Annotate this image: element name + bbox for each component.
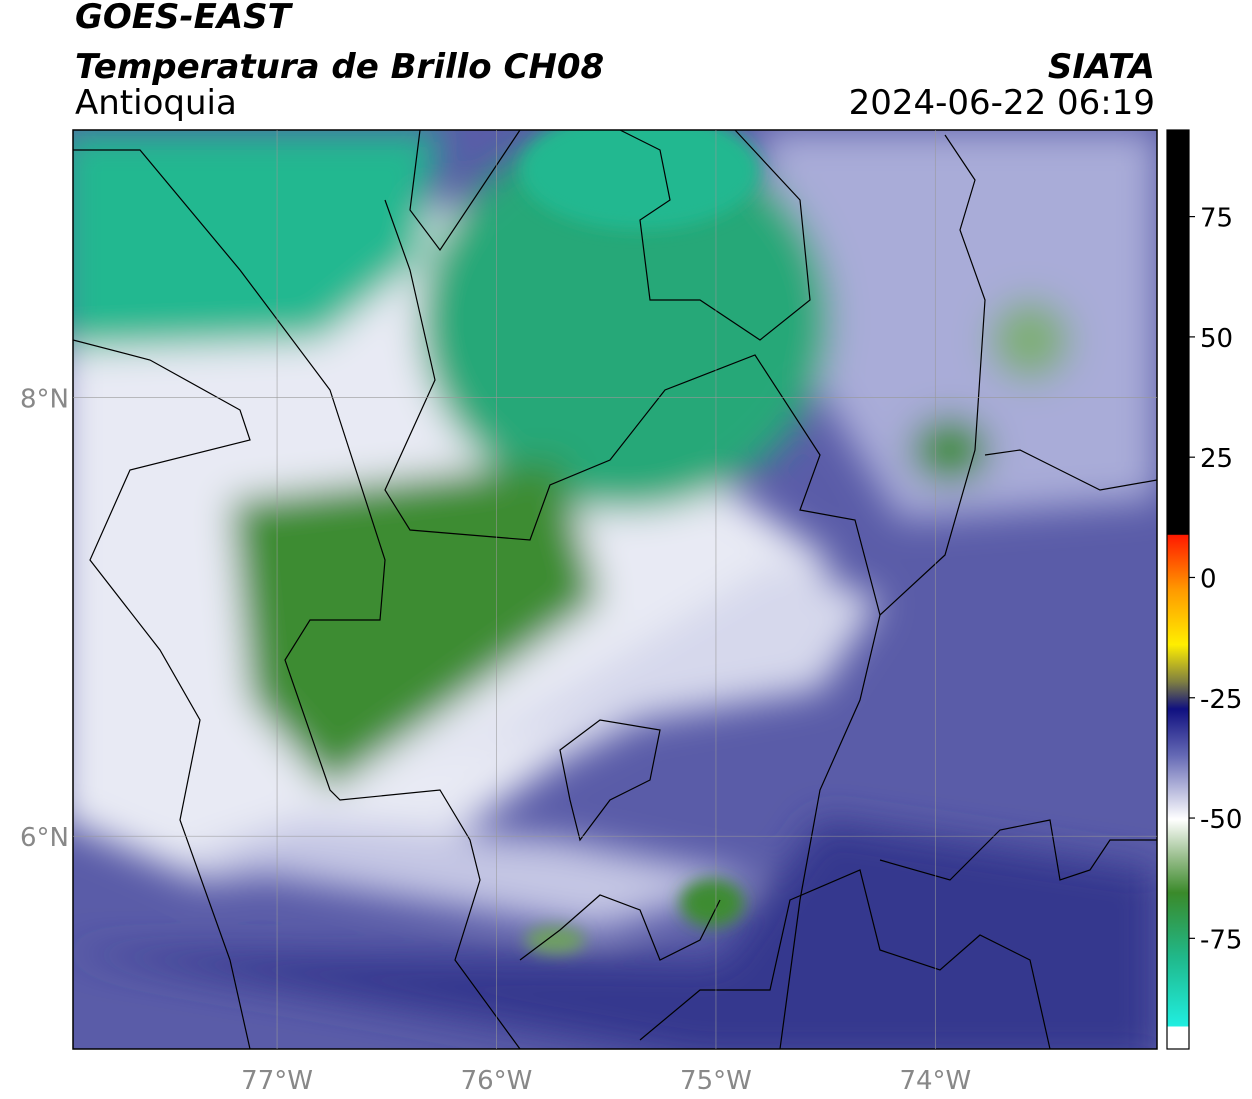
- satellite-image: [73, 130, 1157, 1049]
- x-tick-label: 75°W: [680, 1066, 752, 1096]
- colorbar-tick-label: 75: [1200, 204, 1233, 234]
- source: SIATA: [1048, 47, 1155, 87]
- colorbar: [1166, 129, 1190, 1050]
- timestamp: 2024-06-22 06:19: [849, 83, 1155, 123]
- colorbar-tick-label: 50: [1200, 324, 1233, 354]
- y-tick-label: 6°N: [20, 823, 69, 853]
- subtitle: Temperatura de Brillo CH08: [75, 47, 604, 87]
- boundaries: [73, 130, 1157, 1049]
- x-tick-label: 76°W: [461, 1066, 533, 1096]
- region: Antioquia: [75, 83, 237, 123]
- colorbar-tick-label: -25: [1200, 685, 1242, 715]
- colorbar-tick-label: 25: [1200, 444, 1233, 474]
- map-frame: [72, 129, 1158, 1050]
- colorbar-tick-label: 0: [1200, 564, 1217, 594]
- x-tick-label: 77°W: [241, 1066, 313, 1096]
- colorbar-tick-label: -75: [1200, 925, 1242, 955]
- y-tick-label: 8°N: [20, 385, 69, 415]
- x-tick-label: 74°W: [899, 1066, 971, 1096]
- colorbar-tick-label: -50: [1200, 805, 1242, 835]
- title: GOES-EAST: [75, 0, 294, 37]
